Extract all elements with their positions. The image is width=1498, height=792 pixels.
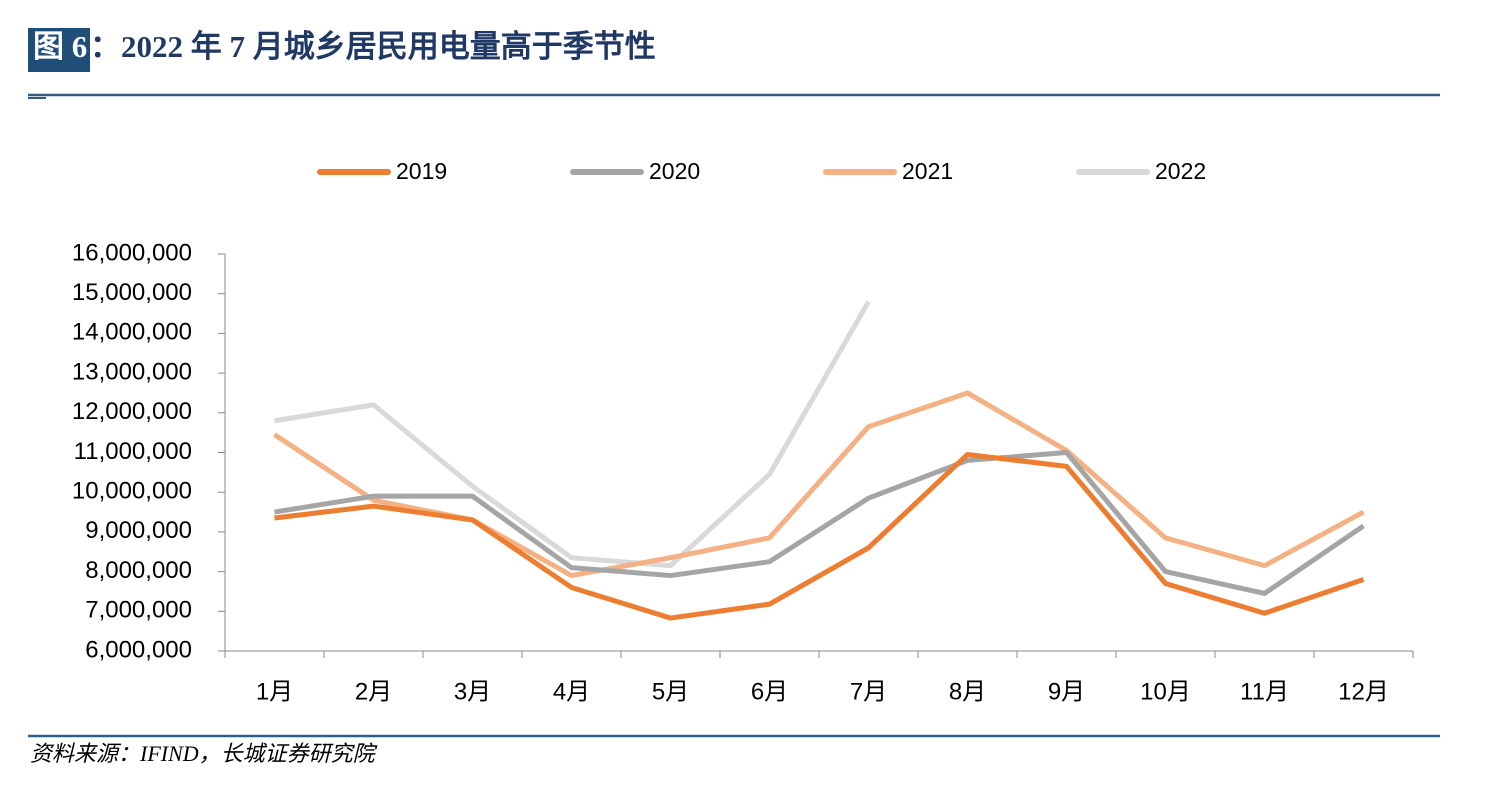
y-tick-label: 9,000,000 [85,517,192,544]
y-tick-label: 6,000,000 [85,636,192,663]
x-tick-label: 4月 [553,678,590,705]
series-line [274,300,871,569]
x-tick-label: 11月 [1240,678,1289,705]
y-tick-label: 11,000,000 [74,438,192,465]
series-line [273,390,1365,579]
y-tick-label: 7,000,000 [85,597,192,624]
x-tick-label: 9月 [1048,678,1085,705]
x-tick-label: 5月 [652,678,689,705]
x-tick-label: 1月 [256,678,293,705]
y-tick-label: 12,000,000 [72,398,192,425]
y-tick-label: 13,000,000 [72,358,192,385]
x-tick-label: 2月 [355,678,392,705]
y-tick-label: 16,000,000 [72,239,192,266]
y-tick-label: 15,000,000 [72,279,192,306]
source-note: 资料来源：IFIND，长城证券研究院 [30,741,378,766]
x-tick-label: 7月 [850,678,887,705]
x-tick-label: 3月 [454,678,491,705]
legend-label: 2020 [649,158,700,184]
x-tick-label: 12月 [1338,678,1389,705]
series-line [274,451,1365,621]
legend-label: 2019 [396,158,447,184]
x-tick-label: 10月 [1140,678,1191,705]
figure-label: 图 6 [33,29,87,64]
legend-label: 2021 [902,158,953,184]
y-tick-label: 8,000,000 [85,557,192,584]
y-tick-label: 10,000,000 [72,478,192,505]
legend-label: 2022 [1155,158,1206,184]
x-tick-label: 6月 [751,678,788,705]
figure-label-box [28,28,90,72]
series-line [274,450,1365,596]
y-tick-label: 14,000,000 [72,319,192,346]
chart-title: ：2022 年 7 月城乡居民用电量高于季节性 [90,29,656,64]
x-tick-label: 8月 [949,678,986,705]
